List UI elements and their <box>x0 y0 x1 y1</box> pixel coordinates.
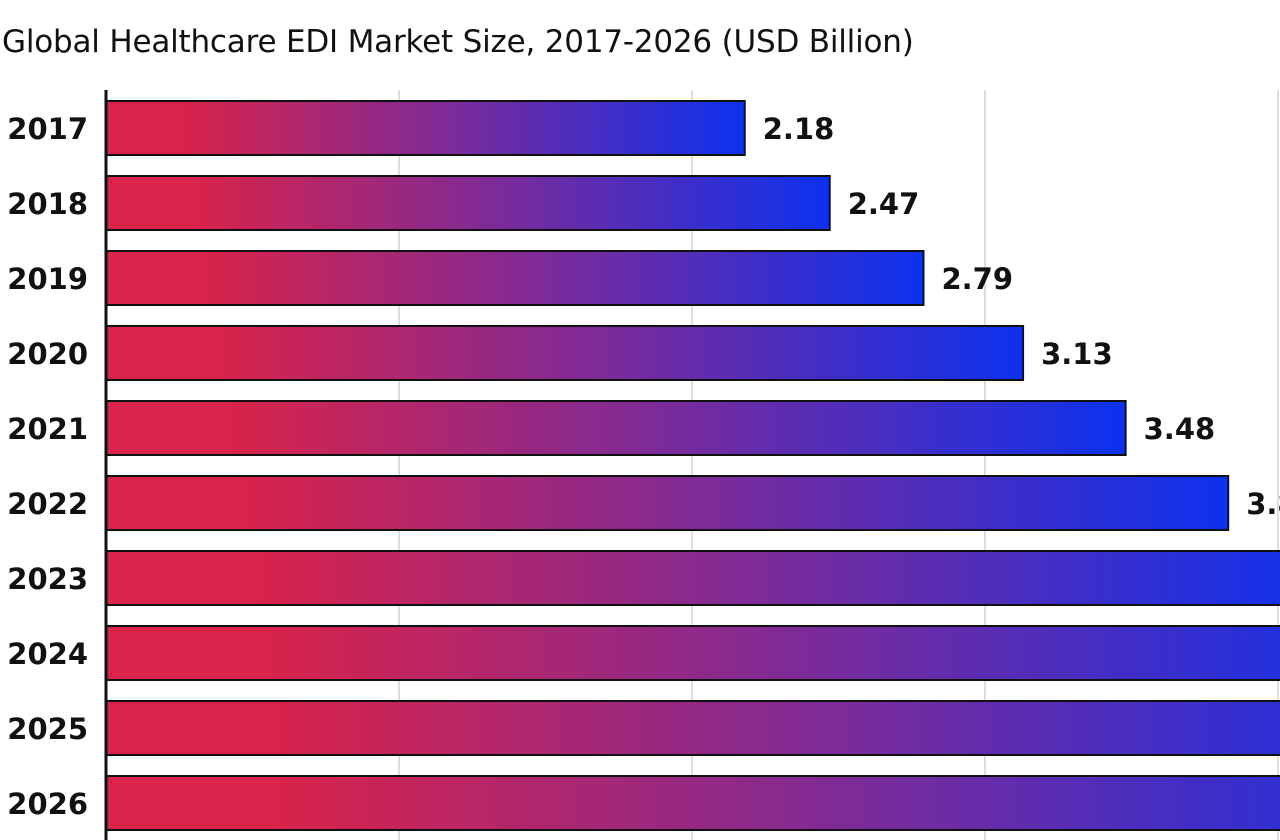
y-tick-label: 2020 <box>7 337 88 371</box>
bar-2018 <box>105 175 831 231</box>
data-label: 2.47 <box>848 187 920 221</box>
bar-2023 <box>105 550 1280 606</box>
y-tick-label: 2017 <box>7 112 88 146</box>
y-tick-label: 2025 <box>7 712 88 746</box>
data-label: 3.13 <box>1041 337 1113 371</box>
bar-2024 <box>105 625 1280 681</box>
y-tick-label: 2022 <box>7 487 88 521</box>
bar-2019 <box>105 250 925 306</box>
y-tick-label: 2019 <box>7 262 88 296</box>
bar-2026 <box>105 775 1280 831</box>
data-label: 3.83 <box>1246 487 1280 521</box>
bars <box>105 100 1280 831</box>
bar-2021 <box>105 400 1127 456</box>
bar-2025 <box>105 700 1280 756</box>
data-label: 2.18 <box>763 112 835 146</box>
y-tick-label: 2021 <box>7 412 88 446</box>
bar-2020 <box>105 325 1025 381</box>
y-tick-label: 2026 <box>7 787 88 821</box>
y-tick-label: 2023 <box>7 562 88 596</box>
y-tick-label: 2018 <box>7 187 88 221</box>
bar-2017 <box>105 100 746 156</box>
y-tick-label: 2024 <box>7 637 88 671</box>
labels: 2017 2.18 2018 2.47 2019 2.79 2020 3.13 2021 3.48… <box>7 112 1280 821</box>
data-label: 2.79 <box>941 262 1013 296</box>
chart-title: Global Healthcare EDI Market Size, 2017-… <box>2 24 914 60</box>
bar-2022 <box>105 475 1230 531</box>
data-label: 3.48 <box>1144 412 1216 446</box>
